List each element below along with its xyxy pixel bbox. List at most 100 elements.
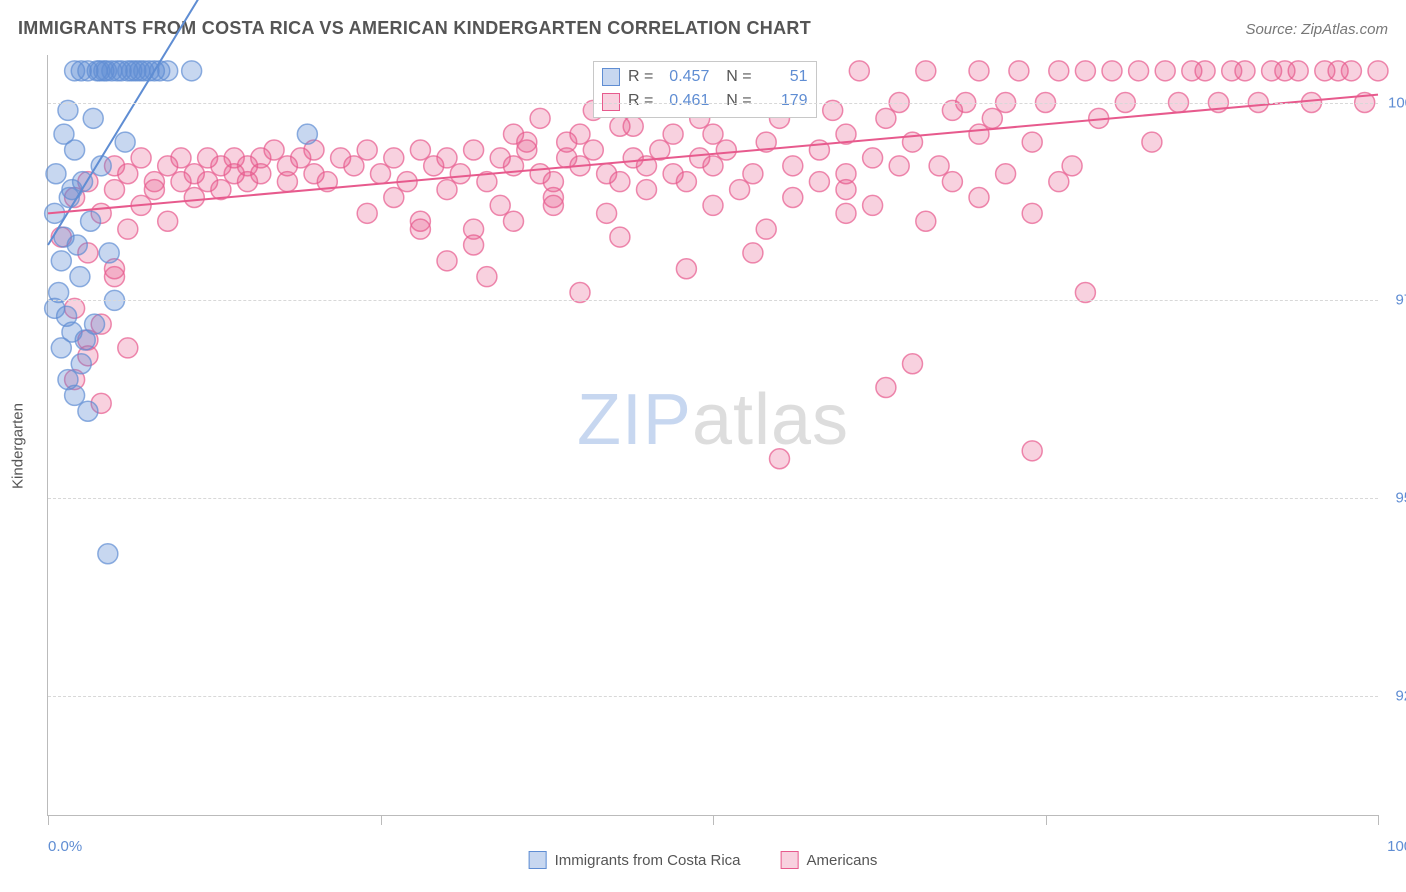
data-point <box>57 306 77 326</box>
data-point <box>51 338 71 358</box>
data-point <box>663 164 683 184</box>
data-point <box>384 148 404 168</box>
data-point <box>437 148 457 168</box>
data-point <box>171 172 191 192</box>
data-point <box>65 188 85 208</box>
data-point <box>211 180 231 200</box>
data-point <box>158 61 178 81</box>
chart-title: IMMIGRANTS FROM COSTA RICA VS AMERICAN K… <box>18 18 811 39</box>
stats-r-value: 0.457 <box>661 66 709 88</box>
data-point <box>224 148 244 168</box>
data-point <box>105 156 125 176</box>
data-point <box>610 172 630 192</box>
data-point <box>198 148 218 168</box>
data-point <box>317 172 337 192</box>
legend: Immigrants from Costa Rica Americans <box>529 852 878 870</box>
data-point <box>98 544 118 564</box>
x-tick <box>48 815 49 825</box>
data-point <box>410 219 430 239</box>
data-point <box>690 148 710 168</box>
data-point <box>863 148 883 168</box>
data-point <box>384 188 404 208</box>
data-point <box>1102 61 1122 81</box>
data-point <box>1129 61 1149 81</box>
data-point <box>78 346 98 366</box>
data-point <box>903 132 923 152</box>
data-point <box>982 108 1002 128</box>
x-tick <box>1378 815 1379 825</box>
data-point <box>1022 132 1042 152</box>
data-point <box>99 243 119 263</box>
data-point <box>105 180 125 200</box>
data-point <box>530 108 550 128</box>
data-point <box>1222 61 1242 81</box>
data-point <box>437 251 457 271</box>
data-point <box>87 61 107 81</box>
data-point <box>637 156 657 176</box>
data-point <box>1235 61 1255 81</box>
data-point <box>437 180 457 200</box>
data-point <box>716 140 736 160</box>
gridline <box>48 696 1378 697</box>
data-point <box>1288 61 1308 81</box>
data-point <box>65 370 85 390</box>
y-tick-label: 100.0% <box>1388 94 1406 111</box>
data-point <box>1142 132 1162 152</box>
legend-swatch-icon <box>529 851 547 869</box>
data-point <box>81 211 101 231</box>
legend-item: Immigrants from Costa Rica <box>529 852 741 870</box>
data-point <box>836 180 856 200</box>
data-point <box>45 203 65 223</box>
data-point <box>597 164 617 184</box>
legend-label: Americans <box>807 852 878 869</box>
data-point <box>1315 61 1335 81</box>
y-tick-label: 92.5% <box>1388 688 1406 705</box>
data-point <box>131 148 151 168</box>
data-point <box>62 322 82 342</box>
data-point <box>969 188 989 208</box>
data-point <box>610 116 630 136</box>
data-point <box>610 227 630 247</box>
stats-n-label: N = <box>717 66 751 88</box>
data-point <box>557 148 577 168</box>
data-point <box>65 385 85 405</box>
data-point <box>304 140 324 160</box>
data-point <box>224 164 244 184</box>
data-point <box>277 172 297 192</box>
data-point <box>1341 61 1361 81</box>
data-point <box>111 61 131 81</box>
data-point <box>115 132 135 152</box>
data-point <box>118 61 138 81</box>
data-point <box>150 61 170 81</box>
data-point <box>756 132 776 152</box>
data-point <box>703 124 723 144</box>
scatter-layer <box>48 55 1378 815</box>
data-point <box>543 188 563 208</box>
data-point <box>517 140 537 160</box>
data-point <box>770 449 790 469</box>
data-point <box>184 188 204 208</box>
data-point <box>144 172 164 192</box>
watermark-right: atlas <box>692 380 849 460</box>
data-point <box>504 211 524 231</box>
data-point <box>54 124 74 144</box>
data-point <box>171 148 191 168</box>
data-point <box>916 61 936 81</box>
data-point <box>676 259 696 279</box>
data-point <box>297 124 317 144</box>
data-point <box>251 164 271 184</box>
watermark: ZIPatlas <box>577 379 849 461</box>
data-point <box>663 124 683 144</box>
data-point <box>464 235 484 255</box>
data-point <box>1275 61 1295 81</box>
data-point <box>357 140 377 160</box>
data-point <box>211 156 231 176</box>
data-point <box>184 164 204 184</box>
data-point <box>889 156 909 176</box>
data-point <box>91 393 111 413</box>
gridline <box>48 498 1378 499</box>
data-point <box>1328 61 1348 81</box>
data-point <box>277 156 297 176</box>
data-point <box>863 195 883 215</box>
data-point <box>94 61 114 81</box>
